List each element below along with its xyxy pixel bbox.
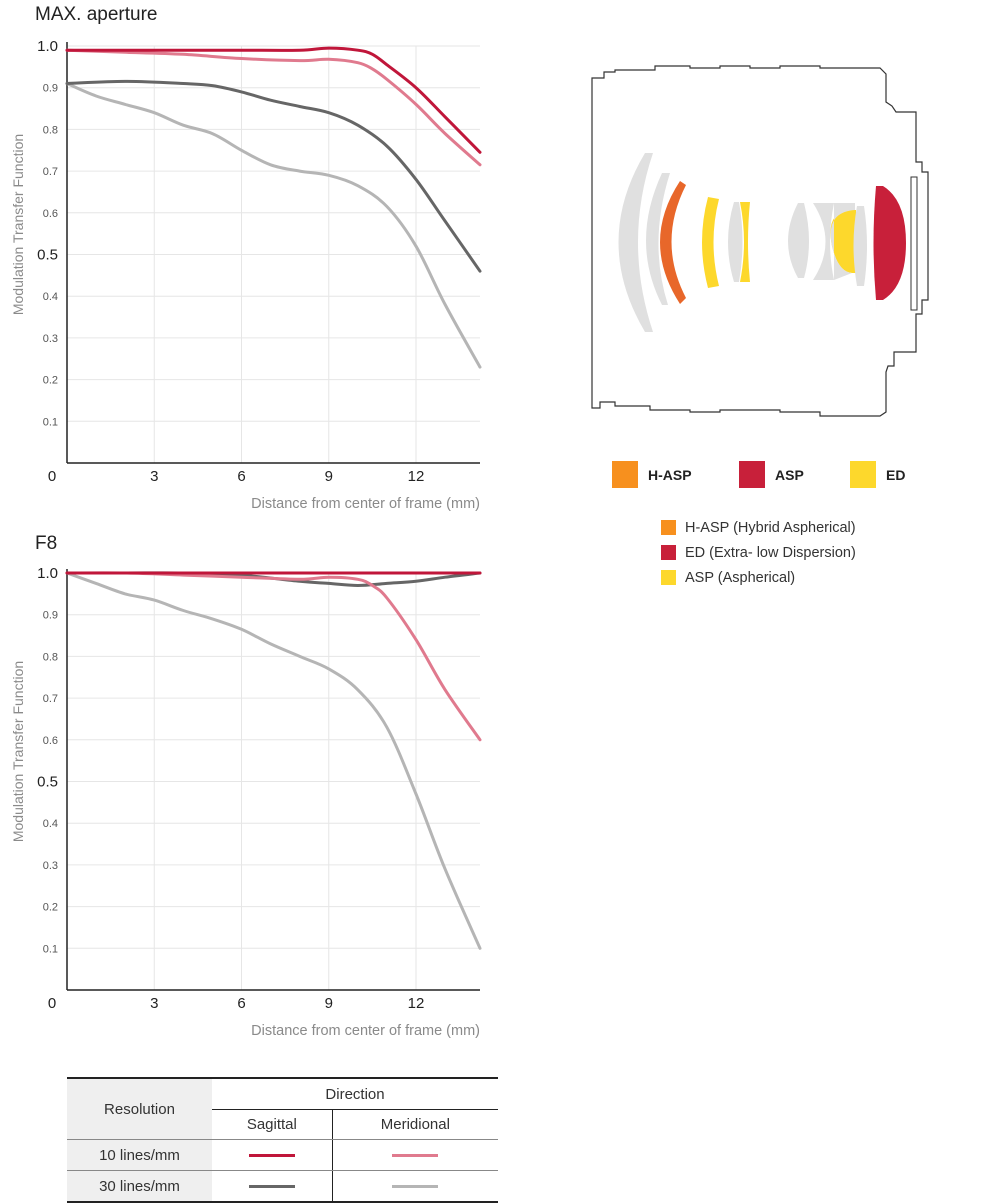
y-tick-label: 0.5 — [37, 774, 58, 791]
lens-element-11-asp — [873, 186, 906, 300]
lens-type-key: H-ASP (Hybrid Aspherical) ED (Extra- low… — [661, 515, 856, 590]
lens-element-1 — [618, 153, 653, 332]
y-tick-label: 0.7 — [43, 166, 58, 178]
x-axis-label: Distance from center of frame (mm) — [251, 496, 480, 512]
lens-element-9-cover — [830, 203, 855, 280]
y-tick-label: 0.8 — [43, 651, 58, 663]
lens-barrel-outline — [591, 65, 929, 417]
cell-10-meridional — [332, 1139, 498, 1171]
x-tick-label: 9 — [325, 995, 333, 1012]
lens-element-6-ed — [740, 202, 750, 282]
lens-element-10 — [853, 206, 867, 286]
y-tick-label: 0.6 — [43, 208, 58, 220]
y-tick-label: 0.4 — [43, 818, 58, 830]
row-label-30: 30 lines/mm — [67, 1170, 212, 1203]
key-label-ed: ED (Extra- low Dispersion) — [685, 544, 856, 561]
mtf-chart-max-aperture: 1.0 0.9 0.8 0.7 0.6 0.5 0.4 0.3 0.2 0.1 0 3 6 9 12 Dist… — [10, 38, 482, 512]
legend-item-asp: ASP — [739, 461, 804, 488]
resolution-header: Resolution — [67, 1077, 212, 1140]
key-item-ed: ED (Extra- low Dispersion) — [661, 540, 856, 565]
key-item-hasp: H-ASP (Hybrid Aspherical) — [661, 515, 856, 540]
legend-label-ed: ED — [886, 466, 906, 483]
series-line-m10 — [65, 48, 482, 167]
lens-element-3-hasp — [660, 181, 686, 304]
y-tick-label: 0.8 — [43, 124, 58, 136]
line-sample-10-meridional — [392, 1154, 439, 1158]
row-label-10: 10 lines/mm — [67, 1139, 212, 1171]
y-axis-label: Modulation Transfer Function — [10, 134, 26, 315]
y-tick-label: 0.5 — [37, 247, 58, 264]
legend-swatch-ed — [850, 461, 876, 488]
line-sample-10-sagittal — [248, 1154, 295, 1158]
lens-construction-diagram — [591, 65, 929, 417]
y-tick-label: 0.1 — [43, 416, 58, 428]
mtf-chart-f8: 1.0 0.9 0.8 0.7 0.6 0.5 0.4 0.3 0.2 0.1 0 3 6 9 12 Dist… — [10, 565, 482, 1039]
chart-title-f8: F8 — [35, 533, 58, 554]
y-tick-label: 1.0 — [37, 565, 58, 582]
lens-element-7 — [788, 203, 809, 278]
y-tick-label: 0.2 — [43, 375, 58, 387]
line-sample-30-meridional — [392, 1185, 439, 1189]
series-line-m30 — [65, 571, 482, 950]
line-key-table: Resolution Direction Sagittal Meridional… — [67, 1077, 498, 1203]
meridional-header: Meridional — [332, 1109, 498, 1140]
direction-header: Direction — [212, 1077, 498, 1110]
y-tick-label: 0.7 — [43, 693, 58, 705]
cell-10-sagittal — [212, 1139, 333, 1171]
x-tick-label: 12 — [408, 468, 425, 485]
legend-item-hasp: H-ASP — [612, 461, 692, 488]
sensor-filter — [910, 176, 918, 311]
key-swatch-asp — [661, 570, 676, 585]
legend-swatch-asp — [739, 461, 765, 488]
lens-color-legend: H-ASP ASP ED — [612, 461, 912, 489]
y-tick-label: 0.3 — [43, 333, 58, 345]
series-line-m10 — [65, 571, 482, 742]
cell-30-meridional — [332, 1170, 498, 1203]
series-line-m30 — [65, 82, 482, 369]
lens-element-9-ed — [830, 210, 856, 273]
y-tick-label: 0.3 — [43, 860, 58, 872]
y-tick-label: 0.4 — [43, 291, 58, 303]
x-tick-label: 3 — [150, 995, 158, 1012]
x-tick-label: 9 — [325, 468, 333, 485]
sagittal-header: Sagittal — [212, 1109, 333, 1140]
key-item-asp: ASP (Aspherical) — [661, 565, 856, 590]
key-label-asp: ASP (Aspherical) — [685, 569, 796, 586]
lens-element-5 — [728, 202, 743, 282]
y-axis-label: Modulation Transfer Function — [10, 661, 26, 842]
x-tick-label: 6 — [237, 468, 245, 485]
series-line-s30 — [65, 79, 482, 273]
y-tick-label: 0.2 — [43, 902, 58, 914]
key-swatch-hasp — [661, 520, 676, 535]
key-swatch-ed — [661, 545, 676, 560]
lens-element-2 — [646, 173, 670, 305]
key-label-hasp: H-ASP (Hybrid Aspherical) — [685, 519, 856, 536]
cell-30-sagittal — [212, 1170, 333, 1203]
x-tick-label: 6 — [237, 995, 245, 1012]
x-tick-label: 0 — [48, 468, 56, 485]
x-tick-label: 12 — [408, 995, 425, 1012]
lens-element-4-asp — [702, 197, 719, 288]
chart-title-max-aperture: MAX. aperture — [35, 4, 158, 25]
y-tick-label: 1.0 — [37, 38, 58, 55]
x-tick-label: 3 — [150, 468, 158, 485]
legend-item-ed: ED — [850, 461, 905, 488]
lens-element-8 — [813, 203, 834, 280]
legend-swatch-hasp — [612, 461, 638, 488]
x-axis-label: Distance from center of frame (mm) — [251, 1023, 480, 1039]
y-tick-label: 0.9 — [43, 83, 58, 95]
line-sample-30-sagittal — [248, 1185, 295, 1189]
y-tick-label: 0.6 — [43, 735, 58, 747]
x-tick-label: 0 — [48, 995, 56, 1012]
series-line-s10 — [65, 46, 482, 154]
y-tick-label: 0.1 — [43, 943, 58, 955]
legend-label-hasp: H-ASP — [648, 466, 692, 483]
y-tick-label: 0.9 — [43, 610, 58, 622]
legend-label-asp: ASP — [775, 466, 804, 483]
